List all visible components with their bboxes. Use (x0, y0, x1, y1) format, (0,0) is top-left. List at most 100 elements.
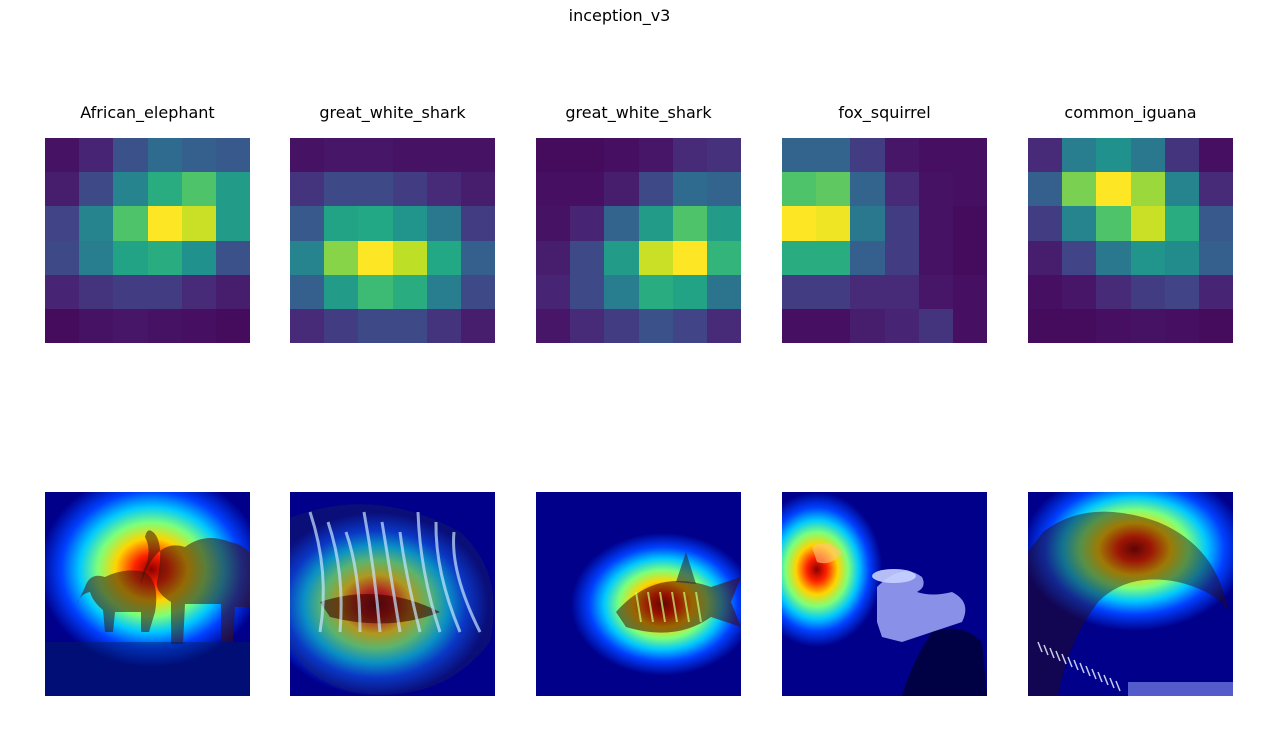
heatmap-cell (393, 275, 427, 309)
heatmap-cell (919, 206, 953, 241)
heatmap-cell (1096, 275, 1131, 309)
heatmap-cell (850, 309, 885, 343)
heatmap-cell (919, 275, 953, 309)
heatmap-cell (182, 138, 216, 172)
heatmap-cell (816, 206, 850, 241)
iguana-silhouette-part (1103, 674, 1109, 686)
heatmap-cell (639, 309, 673, 343)
shark-close-silhouette-part (380, 521, 402, 633)
heatmap-cell (45, 241, 79, 275)
heatmap-cell (1062, 172, 1096, 206)
heatmap-cell (953, 138, 987, 172)
squirrel-silhouette-part (902, 628, 987, 696)
heatmap-cell (707, 172, 741, 206)
heatmap-cell (816, 172, 850, 206)
heatmap-cell (673, 241, 707, 275)
heatmap-cell (1131, 309, 1165, 343)
heatmap-cell (427, 275, 461, 309)
heatmap-cell (639, 275, 673, 309)
iguana-silhouette-part (1109, 677, 1115, 689)
heatmap-cell (148, 241, 182, 275)
heatmap-cell (707, 309, 741, 343)
shark-far-silhouette-part (635, 591, 642, 623)
heatmap-cell (113, 206, 148, 241)
heatmap-cell (953, 206, 987, 241)
heatmap-cell (536, 172, 570, 206)
elephant-silhouette-part (45, 642, 250, 696)
heatmap-cell (782, 172, 816, 206)
shark-far-silhouette-part (683, 591, 690, 623)
heatmap-cell (604, 309, 639, 343)
heatmap-cell (427, 241, 461, 275)
heatmap-cell (639, 172, 673, 206)
heatmap-cell (953, 309, 987, 343)
heatmap-cell (1165, 172, 1199, 206)
shark-far-silhouette-part (695, 591, 702, 623)
heatmap-cell (919, 241, 953, 275)
heatmap-cell (1165, 241, 1199, 275)
heatmap-cell (1165, 206, 1199, 241)
iguana-silhouette-part (1091, 668, 1097, 680)
heatmap-cell (782, 309, 816, 343)
heatmap-cell (1096, 138, 1131, 172)
gradcam-overlay-2 (290, 492, 495, 696)
heatmap-cell (427, 206, 461, 241)
heatmap-cell (707, 241, 741, 275)
figure-title: inception_v3 (568, 6, 671, 25)
heatmap-cell (919, 138, 953, 172)
iguana-silhouette-part (1043, 644, 1049, 656)
heatmap-cell (1028, 241, 1062, 275)
squirrel-silhouette-part (877, 571, 966, 642)
heatmap-cell (427, 172, 461, 206)
heatmap-cell (1131, 172, 1165, 206)
shark-close-silhouette-part (344, 531, 362, 633)
heatmap-cell (673, 138, 707, 172)
heatmap-cell (45, 138, 79, 172)
iguana-silhouette-part (1055, 650, 1061, 662)
heatmap-cell (604, 172, 639, 206)
heatmap-cell (324, 206, 358, 241)
heatmap-cell (536, 275, 570, 309)
activation-heatmap-4 (782, 138, 987, 343)
panel-title-1: African_elephant (80, 103, 215, 122)
heatmap-cell (461, 138, 495, 172)
heatmap-cell (79, 138, 113, 172)
heatmap-cell (113, 309, 148, 343)
iguana-silhouette-part (1049, 647, 1055, 659)
heatmap-cell (1199, 275, 1233, 309)
heatmap-cell (1199, 309, 1233, 343)
heatmap-cell (148, 275, 182, 309)
heatmap-cell (604, 206, 639, 241)
heatmap-cell (604, 138, 639, 172)
heatmap-cell (1096, 309, 1131, 343)
heatmap-cell (358, 172, 393, 206)
heatmap-cell (782, 138, 816, 172)
heatmap-cell (182, 309, 216, 343)
heatmap-cell (148, 172, 182, 206)
heatmap-cell (216, 241, 250, 275)
heatmap-cell (850, 138, 885, 172)
shark-close-silhouette-part (326, 521, 343, 633)
heatmap-cell (216, 172, 250, 206)
heatmap-cell (182, 206, 216, 241)
heatmap-cell (393, 206, 427, 241)
heatmap-cell (216, 275, 250, 309)
heatmap-cell (461, 172, 495, 206)
iguana-silhouette-part (1061, 653, 1067, 665)
panel-title-5: common_iguana (1064, 103, 1197, 122)
panel-title-3: great_white_shark (565, 103, 712, 122)
heatmap-cell (1062, 275, 1096, 309)
heatmap-cell (1028, 275, 1062, 309)
heatmap-cell (1028, 138, 1062, 172)
gradcam-overlay-4 (782, 492, 987, 696)
iguana-silhouette-part (1028, 511, 1228, 696)
heatmap-cell (570, 206, 604, 241)
heatmap-cell (536, 309, 570, 343)
heatmap-cell (570, 275, 604, 309)
squirrel-silhouette-part (872, 569, 916, 583)
shark-far-silhouette-part (671, 591, 678, 623)
heatmap-cell (358, 275, 393, 309)
shark-far-silhouette-part (676, 552, 696, 584)
elephant-silhouette-part (140, 530, 250, 644)
heatmap-cell (1199, 172, 1233, 206)
